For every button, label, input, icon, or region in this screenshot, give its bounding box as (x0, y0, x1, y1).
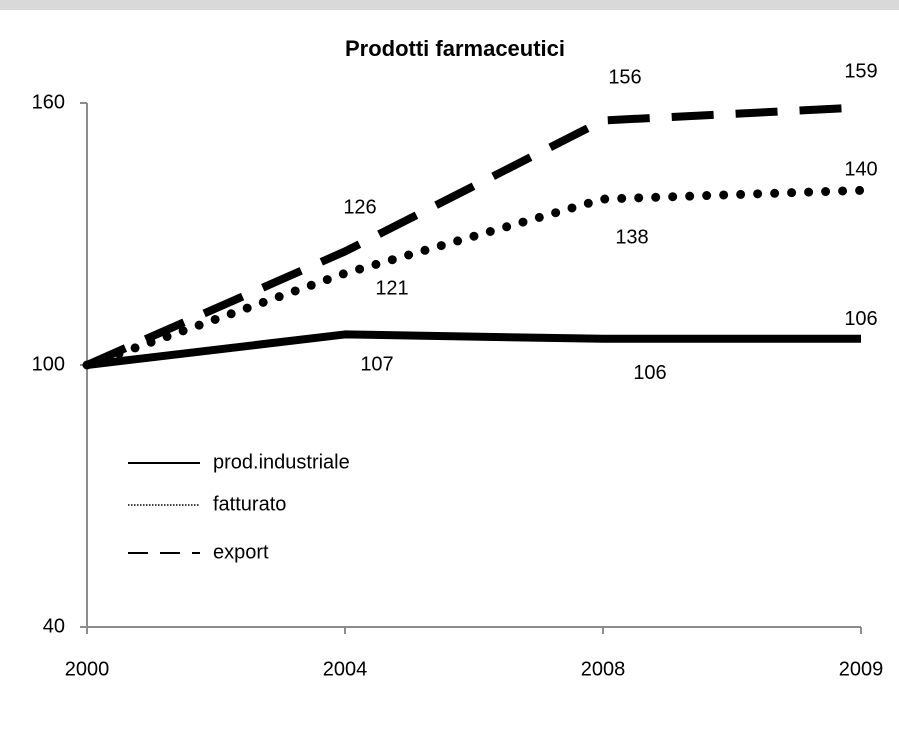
data-label: 140 (844, 159, 877, 181)
top-bar (0, 0, 899, 10)
series-line (82, 185, 866, 370)
series-line (85, 103, 862, 369)
legend-label: export (213, 541, 269, 563)
data-label: 106 (844, 308, 877, 330)
data-label: 138 (615, 226, 648, 248)
x-tick-label: 2000 (65, 658, 110, 680)
data-label: 107 (360, 354, 393, 376)
legend-label: fatturato (213, 493, 286, 515)
series-line (86, 330, 861, 369)
x-tick-label: 2008 (581, 658, 626, 680)
data-label: 106 (633, 362, 666, 384)
data-label: 159 (844, 61, 877, 83)
x-tick-label: 2009 (839, 658, 884, 680)
chart-title: Prodotti farmaceutici (345, 36, 565, 61)
y-tick-label: 160 (32, 91, 65, 113)
legend-label: prod.industriale (213, 451, 350, 473)
y-tick-label: 100 (32, 353, 65, 375)
data-label: 156 (608, 67, 641, 89)
data-label: 126 (343, 197, 376, 219)
data-label: 121 (375, 278, 408, 300)
y-tick-label: 40 (43, 615, 65, 637)
x-tick-label: 2004 (323, 658, 368, 680)
